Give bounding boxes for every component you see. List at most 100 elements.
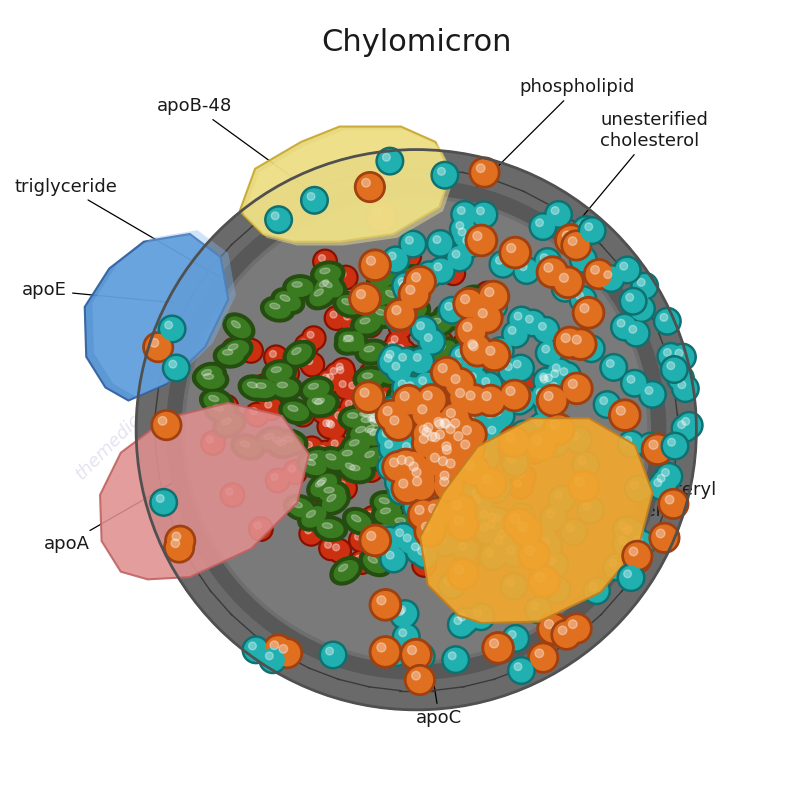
Circle shape: [354, 172, 386, 203]
Circle shape: [394, 347, 418, 372]
Ellipse shape: [457, 533, 480, 553]
Ellipse shape: [378, 523, 404, 541]
Ellipse shape: [429, 378, 438, 384]
Circle shape: [447, 379, 472, 404]
Circle shape: [150, 488, 178, 516]
Ellipse shape: [364, 346, 374, 352]
Circle shape: [626, 294, 634, 301]
Circle shape: [398, 391, 422, 414]
Circle shape: [572, 248, 594, 271]
Circle shape: [478, 283, 498, 303]
Circle shape: [369, 203, 395, 230]
Circle shape: [512, 369, 537, 393]
Ellipse shape: [270, 303, 280, 309]
Circle shape: [399, 479, 408, 488]
Circle shape: [551, 275, 579, 302]
Circle shape: [443, 263, 463, 283]
Ellipse shape: [271, 437, 297, 455]
Circle shape: [255, 384, 280, 409]
Circle shape: [430, 259, 453, 282]
Ellipse shape: [315, 276, 338, 296]
Ellipse shape: [466, 368, 476, 375]
Circle shape: [416, 443, 444, 471]
Ellipse shape: [223, 341, 249, 359]
Circle shape: [647, 472, 675, 500]
Ellipse shape: [378, 415, 388, 421]
Circle shape: [567, 470, 600, 502]
Circle shape: [165, 525, 195, 556]
Circle shape: [617, 520, 645, 548]
Ellipse shape: [380, 455, 390, 460]
Circle shape: [417, 518, 443, 544]
Circle shape: [462, 334, 494, 367]
Circle shape: [449, 357, 471, 379]
Ellipse shape: [443, 370, 468, 389]
Circle shape: [389, 315, 413, 340]
Ellipse shape: [338, 332, 363, 351]
Circle shape: [391, 475, 414, 498]
Circle shape: [502, 447, 509, 454]
Circle shape: [618, 522, 626, 530]
Circle shape: [338, 481, 346, 488]
Circle shape: [530, 414, 554, 437]
Circle shape: [465, 356, 472, 363]
Circle shape: [537, 397, 560, 419]
Circle shape: [382, 388, 407, 413]
Circle shape: [505, 363, 512, 370]
Ellipse shape: [366, 425, 390, 445]
Circle shape: [387, 471, 410, 493]
Ellipse shape: [340, 433, 374, 459]
Ellipse shape: [378, 454, 402, 473]
Circle shape: [508, 475, 533, 500]
Circle shape: [412, 427, 444, 460]
Circle shape: [432, 402, 459, 430]
Circle shape: [522, 312, 544, 334]
Circle shape: [519, 430, 526, 437]
Circle shape: [417, 322, 425, 330]
Circle shape: [441, 462, 466, 487]
Circle shape: [387, 306, 410, 329]
Circle shape: [441, 299, 463, 322]
Circle shape: [489, 511, 511, 533]
Circle shape: [414, 421, 441, 448]
Circle shape: [554, 622, 579, 647]
Ellipse shape: [413, 435, 438, 453]
Circle shape: [528, 445, 534, 452]
Ellipse shape: [394, 428, 405, 433]
Ellipse shape: [386, 511, 420, 536]
Ellipse shape: [444, 446, 454, 452]
Circle shape: [552, 267, 584, 298]
Circle shape: [390, 413, 398, 421]
Circle shape: [506, 243, 516, 253]
Circle shape: [329, 541, 350, 561]
Circle shape: [410, 403, 430, 423]
Circle shape: [377, 596, 386, 605]
Ellipse shape: [271, 367, 282, 373]
Circle shape: [551, 619, 582, 650]
Circle shape: [490, 479, 498, 487]
Circle shape: [405, 470, 437, 502]
Circle shape: [671, 375, 699, 402]
Circle shape: [649, 440, 658, 449]
Ellipse shape: [373, 425, 407, 451]
Circle shape: [406, 286, 415, 294]
Circle shape: [408, 456, 415, 464]
Ellipse shape: [371, 501, 406, 527]
Ellipse shape: [401, 416, 411, 422]
Ellipse shape: [409, 354, 418, 360]
Circle shape: [454, 516, 463, 525]
Circle shape: [411, 397, 418, 405]
Circle shape: [336, 267, 356, 287]
Circle shape: [622, 545, 649, 571]
Circle shape: [610, 314, 638, 341]
Circle shape: [446, 509, 479, 541]
Circle shape: [277, 363, 297, 384]
Ellipse shape: [451, 439, 483, 468]
Circle shape: [374, 207, 382, 216]
Circle shape: [546, 420, 569, 442]
Circle shape: [327, 539, 351, 563]
Circle shape: [406, 369, 430, 393]
Circle shape: [418, 328, 446, 355]
Circle shape: [393, 424, 418, 448]
Circle shape: [342, 397, 362, 417]
